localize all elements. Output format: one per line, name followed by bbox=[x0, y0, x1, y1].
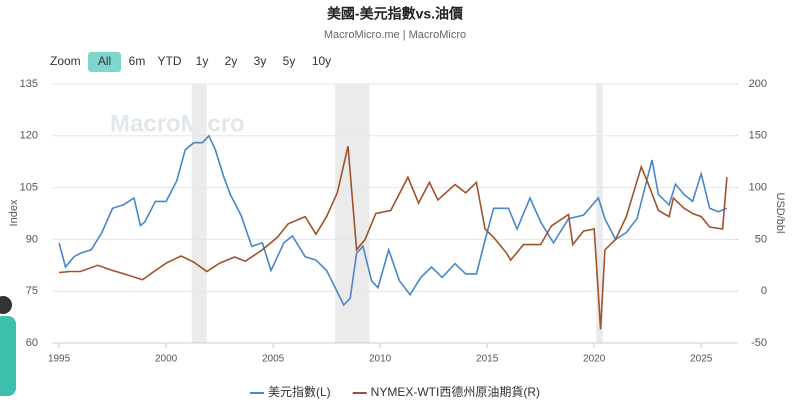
range-button[interactable]: 3y bbox=[254, 54, 267, 68]
y-tick-label: 60 bbox=[26, 337, 38, 349]
side-close[interactable] bbox=[0, 296, 12, 314]
side-tab[interactable] bbox=[0, 316, 16, 396]
x-tick-label: 2025 bbox=[690, 354, 713, 365]
range-button[interactable]: 5y bbox=[283, 54, 296, 68]
series-line bbox=[58, 134, 728, 307]
x-tick-label: 2010 bbox=[369, 354, 392, 365]
range-button[interactable]: 2y bbox=[225, 54, 238, 68]
y-tick-label: 120 bbox=[20, 130, 38, 142]
recession-band bbox=[335, 84, 370, 343]
y-tick-label: 90 bbox=[26, 233, 38, 245]
y2-tick-label: 50 bbox=[755, 233, 767, 245]
y2-tick-label: 200 bbox=[749, 78, 767, 90]
watermark: MacroMicro bbox=[110, 110, 245, 137]
y2-tick-label: 0 bbox=[761, 285, 767, 297]
y2-tick-label: 150 bbox=[749, 130, 767, 142]
recession-band bbox=[191, 84, 207, 343]
y2-tick-label: -50 bbox=[751, 337, 767, 349]
series-line bbox=[59, 146, 728, 330]
x-tick-label: 1995 bbox=[48, 354, 71, 365]
zoom-label: Zoom bbox=[50, 54, 81, 68]
range-button-bg[interactable] bbox=[88, 52, 121, 72]
y-tick-label: 135 bbox=[20, 78, 38, 90]
x-tick-label: 2005 bbox=[262, 354, 285, 365]
range-button[interactable]: 10y bbox=[312, 54, 331, 68]
y2-tick-label: 100 bbox=[749, 182, 767, 194]
x-tick-label: 2015 bbox=[476, 354, 499, 365]
range-button[interactable]: 6m bbox=[129, 54, 146, 68]
legend-label[interactable]: 美元指數(L) bbox=[268, 384, 331, 399]
legend-label[interactable]: NYMEX-WTI西德州原油期貨(R) bbox=[371, 384, 540, 399]
range-button[interactable]: YTD bbox=[158, 54, 182, 68]
x-tick-label: 2000 bbox=[155, 354, 178, 365]
chart-subtitle: MacroMicro.me | MacroMicro bbox=[324, 29, 466, 41]
range-button[interactable]: 1y bbox=[196, 54, 209, 68]
y2-axis-label: USD/bbl bbox=[774, 193, 786, 234]
y-tick-label: 105 bbox=[20, 182, 38, 194]
y-tick-label: 75 bbox=[26, 285, 38, 297]
chart-title: 美國-美元指數vs.油價 bbox=[327, 6, 464, 22]
range-button[interactable]: All bbox=[98, 54, 111, 68]
recession-band bbox=[596, 84, 603, 343]
x-tick-label: 2020 bbox=[583, 354, 606, 365]
y-axis-label: Index bbox=[8, 199, 20, 226]
